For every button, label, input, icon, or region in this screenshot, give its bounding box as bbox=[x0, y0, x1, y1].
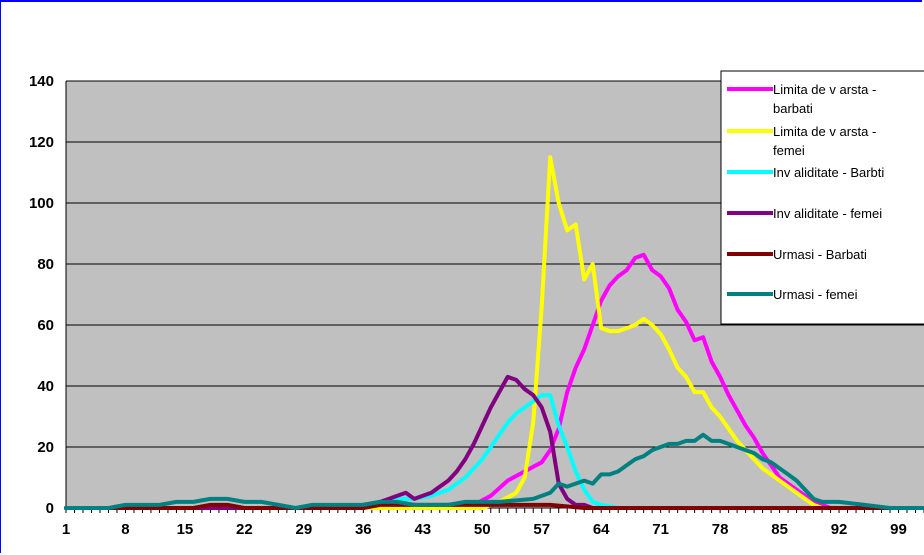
x-tick-label: 36 bbox=[355, 521, 372, 538]
x-tick-label: 50 bbox=[474, 521, 491, 538]
x-tick-label: 43 bbox=[414, 521, 431, 538]
x-tick-label: 1 bbox=[62, 521, 70, 538]
legend-label: Inv aliditate - Barbti bbox=[773, 165, 884, 180]
x-tick-label: 29 bbox=[296, 521, 313, 538]
y-tick-label: 80 bbox=[37, 256, 54, 273]
legend-label: Inv aliditate - femei bbox=[773, 206, 882, 221]
x-tick-label: 78 bbox=[712, 521, 729, 538]
legend-label: Urmasi - femei bbox=[773, 287, 858, 302]
legend-box bbox=[720, 70, 924, 325]
x-tick-label: 57 bbox=[533, 521, 550, 538]
y-tick-label: 60 bbox=[37, 317, 54, 334]
y-tick-label: 100 bbox=[29, 195, 54, 212]
series-line-5 bbox=[64, 502, 924, 510]
x-axis-ticks: 1 8 15 22 29 36 43 50 57 64 71 78 85 92 99 bbox=[62, 508, 924, 538]
x-tick-label: 92 bbox=[831, 521, 848, 538]
series-group bbox=[64, 155, 924, 510]
legend-label: femei bbox=[773, 143, 805, 158]
x-tick-label: 71 bbox=[652, 521, 669, 538]
legend-label: Limita de v arsta - bbox=[773, 124, 876, 139]
x-tick-label: 64 bbox=[593, 521, 610, 538]
series-line-6 bbox=[64, 432, 924, 510]
series-line-1 bbox=[64, 252, 924, 510]
legend-label: Urmasi - Barbati bbox=[773, 247, 867, 262]
y-tick-label: 20 bbox=[37, 439, 54, 456]
x-tick-label: 99 bbox=[890, 521, 907, 538]
series-line-2 bbox=[64, 155, 924, 510]
x-tick-label: 8 bbox=[121, 521, 129, 538]
y-tick-label: 0 bbox=[46, 500, 54, 517]
y-tick-label: 40 bbox=[37, 378, 54, 395]
legend-label: barbati bbox=[773, 101, 813, 116]
legend-label: Limita de v arsta - bbox=[773, 82, 876, 97]
x-tick-label: 15 bbox=[177, 521, 194, 538]
x-tick-label: 85 bbox=[771, 521, 788, 538]
y-tick-label: 120 bbox=[29, 134, 54, 151]
x-tick-label: 22 bbox=[236, 521, 253, 538]
y-tick-label: 140 bbox=[29, 73, 54, 90]
y-axis-ticks: 0 20 40 60 80 100 120 140 bbox=[29, 73, 54, 517]
legend: Limita de v arsta - barbati Limita de v ar… bbox=[720, 70, 924, 325]
